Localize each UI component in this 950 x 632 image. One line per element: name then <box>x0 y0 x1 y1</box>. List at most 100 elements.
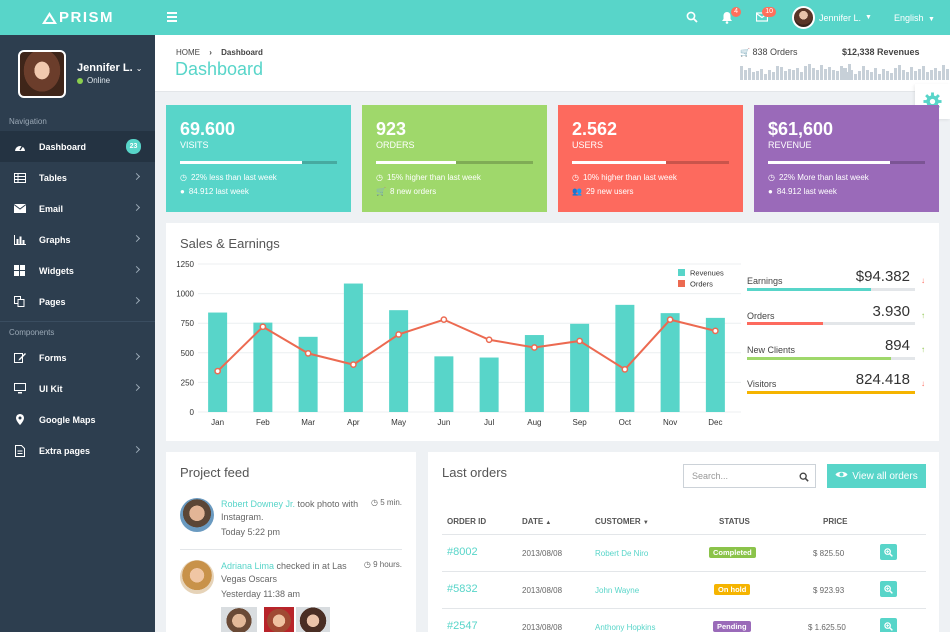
sidebar-item-graphs[interactable]: Graphs <box>0 224 155 255</box>
sidebar-item-forms[interactable]: Forms <box>0 342 155 373</box>
feed-photo-thumbnail[interactable] <box>296 607 330 632</box>
zoom-in-icon <box>884 584 893 594</box>
sparkline-bar <box>930 70 933 80</box>
revenue-bar <box>615 304 635 412</box>
feed-text: Robert Downey Jr. took photo with Instag… <box>221 498 366 524</box>
orders-search-input[interactable]: Search... <box>683 464 816 488</box>
notifications-bell-icon[interactable]: 4 <box>721 7 741 25</box>
revenue-bar <box>570 323 590 412</box>
sidebar-item-pages[interactable]: Pages <box>0 286 155 317</box>
feed-avatar[interactable] <box>180 560 214 594</box>
th-date[interactable]: DATE ▲ <box>522 517 551 526</box>
metric-progress <box>747 357 915 360</box>
view-order-button[interactable] <box>880 581 897 597</box>
card-line-1: ◷ 15% higher than last week <box>376 173 481 182</box>
y-tick-label: 250 <box>181 378 195 387</box>
feed-author-link[interactable]: Robert Downey Jr. <box>221 499 296 509</box>
th-date-label: DATE <box>522 517 544 526</box>
sparkline-bar <box>850 70 853 80</box>
view-order-button[interactable] <box>880 618 897 632</box>
row-divider <box>442 608 926 609</box>
card-line-2: 👥 29 new users <box>572 187 634 196</box>
feed-photo-thumbnail[interactable] <box>221 607 257 632</box>
feed-time: ◷ 9 hours. <box>364 560 402 569</box>
search-icon[interactable] <box>686 11 700 25</box>
sidebar-item-widgets[interactable]: Widgets <box>0 255 155 286</box>
th-status-label: STATUS <box>719 517 750 526</box>
order-id-link[interactable]: #2547 <box>447 620 478 632</box>
y-tick-label: 1250 <box>176 260 194 269</box>
profile-status: Online <box>77 76 110 85</box>
clock-icon: ◷ <box>768 173 775 182</box>
orders-point <box>621 366 629 373</box>
customer-link[interactable]: Robert De Niro <box>595 549 649 558</box>
feed-avatar[interactable] <box>180 498 214 532</box>
legend-swatch <box>678 269 685 276</box>
breadcrumb-home[interactable]: HOME <box>176 48 200 57</box>
chevron-right-icon <box>132 172 141 181</box>
cart-icon: 🛒 <box>740 48 750 57</box>
clock-icon: ◷ <box>376 173 383 182</box>
sidebar-item-email[interactable]: Email <box>0 193 155 224</box>
customer-link[interactable]: Anthony Hopkins <box>595 623 656 632</box>
search-icon[interactable] <box>799 472 809 482</box>
chevron-right-icon <box>132 296 141 305</box>
view-order-button[interactable] <box>880 544 897 560</box>
profile-name[interactable]: Jennifer L. ⌄ <box>77 62 142 74</box>
chevron-right-icon <box>132 352 141 361</box>
sidebar-item-dashboard[interactable]: Dashboard 23 <box>0 131 155 162</box>
orders-point <box>304 350 312 357</box>
sidebar-item-label: Pages <box>39 296 66 307</box>
brand-logo[interactable]: PRISM <box>42 0 114 35</box>
trend-down-icon: ↓ <box>921 276 925 285</box>
user-menu[interactable]: Jennifer L. ▼ <box>792 6 872 29</box>
order-price: $ 1.625.50 <box>808 623 846 632</box>
x-tick-label: Jun <box>437 418 450 427</box>
sparkline-bar <box>756 71 759 80</box>
sidebar-item-ui-kit[interactable]: UI Kit <box>0 373 155 404</box>
language-selector[interactable]: English ▼ <box>894 13 935 23</box>
card-line-2-text: 84.912 last week <box>188 187 249 196</box>
sparkline-bar <box>844 68 847 80</box>
th-status[interactable]: STATUS <box>719 517 750 526</box>
card-line-1-text: 10% higher than last week <box>582 173 677 182</box>
profile-avatar[interactable] <box>18 50 66 98</box>
feed-title: Project feed <box>180 465 250 480</box>
status-text: Online <box>87 76 111 85</box>
sparkline-bar <box>780 67 783 80</box>
zoom-in-icon <box>884 621 893 631</box>
order-id-link[interactable]: #8002 <box>447 546 478 558</box>
sparkline-bar <box>842 68 845 80</box>
revenues-sparkline <box>842 62 950 80</box>
order-id-link[interactable]: #5832 <box>447 583 478 595</box>
customer-link[interactable]: John Wayne <box>595 586 640 595</box>
feed-photo-thumbnail[interactable] <box>264 607 294 632</box>
sparkline-bar <box>776 66 779 80</box>
search-placeholder: Search... <box>692 471 729 481</box>
metric-value: 824.418 <box>855 371 910 388</box>
sidebar-item-extra-pages[interactable]: Extra pages <box>0 435 155 466</box>
card-label: REVENUE <box>768 140 812 150</box>
orders-point <box>485 336 493 344</box>
th-order-id[interactable]: ORDER ID <box>447 517 486 526</box>
feed-author-link[interactable]: Adriana Lima <box>221 561 275 571</box>
messages-envelope-icon[interactable]: 10 <box>755 7 776 25</box>
brand-name: PRISM <box>59 9 115 26</box>
sparkline-bar <box>788 69 791 80</box>
map-marker-icon <box>13 414 26 425</box>
th-price[interactable]: PRICE <box>823 517 847 526</box>
feed-text: Adriana Lima checked in at Las Vegas Osc… <box>221 560 366 586</box>
x-tick-label: Feb <box>256 418 270 427</box>
menu-toggle-icon[interactable] <box>167 12 177 22</box>
sidebar-item-tables[interactable]: Tables <box>0 162 155 193</box>
sparkline-bar <box>882 69 885 80</box>
sparkline-bar <box>862 66 865 80</box>
file-icon <box>13 444 26 457</box>
messages-badge: 10 <box>762 7 776 17</box>
eye-icon <box>835 470 848 482</box>
revenues-mini-stat-text: $12,338 Revenues <box>842 47 920 57</box>
online-dot-icon <box>77 77 83 84</box>
th-customer[interactable]: CUSTOMER ▼ <box>595 517 649 526</box>
view-all-orders-button[interactable]: View all orders <box>827 464 926 488</box>
sidebar-item-google-maps[interactable]: Google Maps <box>0 404 155 435</box>
